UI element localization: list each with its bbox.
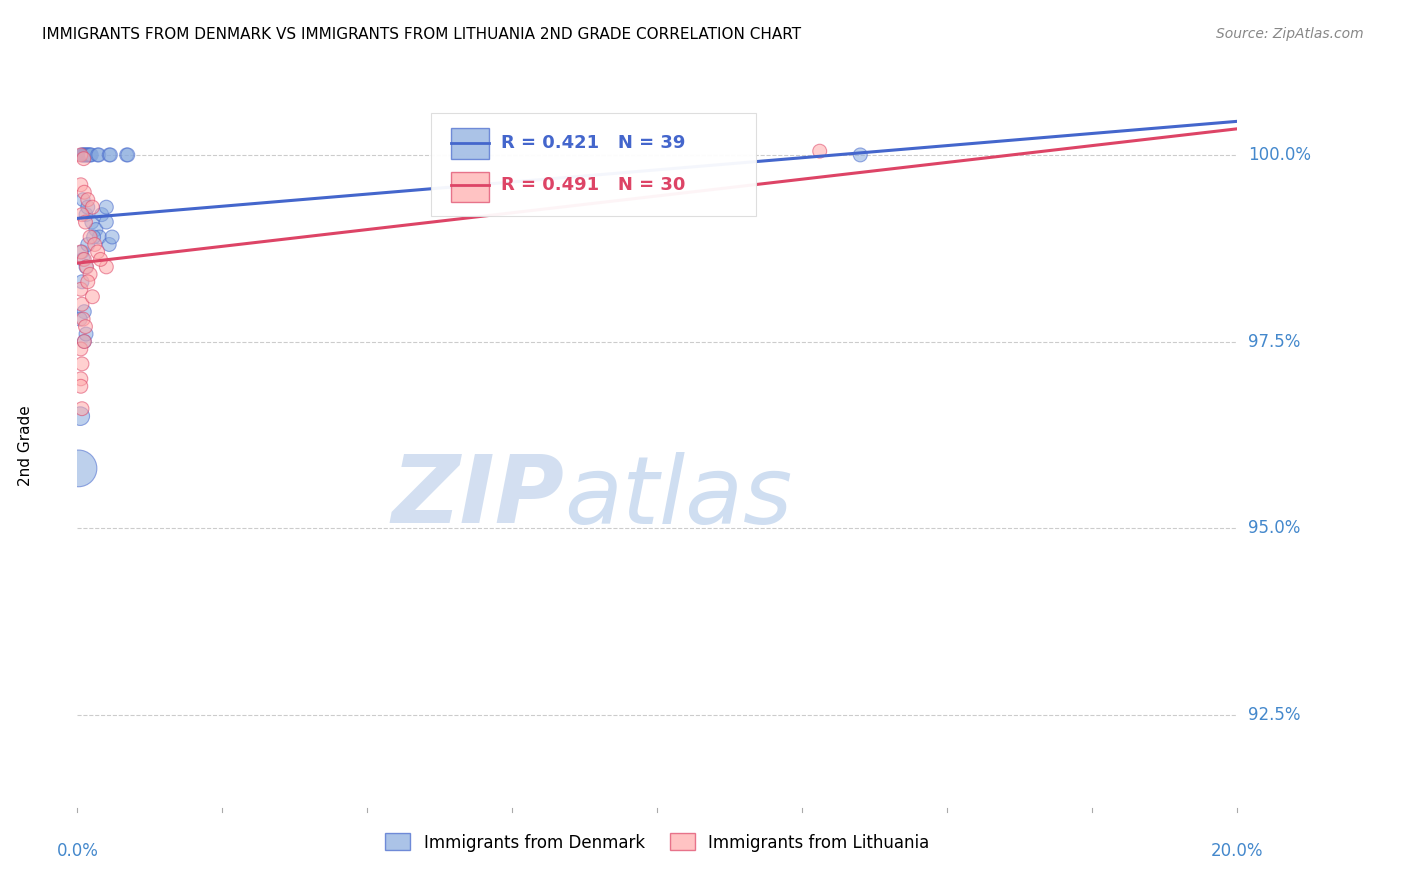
Point xyxy=(76,260,98,274)
Legend: Immigrants from Denmark, Immigrants from Lithuania: Immigrants from Denmark, Immigrants from… xyxy=(378,827,936,858)
Point xyxy=(115,148,138,162)
Point xyxy=(70,148,93,162)
Point xyxy=(70,208,93,222)
Point xyxy=(73,152,96,166)
Point xyxy=(75,208,97,222)
Point xyxy=(70,275,93,289)
FancyBboxPatch shape xyxy=(432,113,756,216)
Point xyxy=(80,215,103,229)
Point xyxy=(69,409,91,424)
Point xyxy=(76,193,98,207)
Point xyxy=(73,186,96,200)
Text: 20.0%: 20.0% xyxy=(1211,842,1264,860)
Text: 95.0%: 95.0% xyxy=(1249,519,1301,537)
Point xyxy=(86,148,108,162)
Point xyxy=(75,326,97,341)
Point xyxy=(73,148,96,162)
Text: 92.5%: 92.5% xyxy=(1249,706,1301,723)
Point xyxy=(79,230,101,244)
Point xyxy=(73,252,96,267)
Point xyxy=(98,237,121,252)
Point xyxy=(86,244,108,259)
Point xyxy=(84,222,107,236)
FancyBboxPatch shape xyxy=(451,128,489,159)
Point xyxy=(849,148,872,162)
Point xyxy=(72,312,94,326)
Point xyxy=(73,304,96,318)
Text: atlas: atlas xyxy=(565,451,793,542)
Point xyxy=(69,372,91,386)
Point xyxy=(76,275,98,289)
Point xyxy=(90,208,112,222)
Point xyxy=(87,148,110,162)
Text: 97.5%: 97.5% xyxy=(1249,333,1301,351)
Point xyxy=(96,260,118,274)
Point xyxy=(117,148,139,162)
Point xyxy=(72,193,94,207)
Text: R = 0.491   N = 30: R = 0.491 N = 30 xyxy=(501,177,685,194)
Text: 0.0%: 0.0% xyxy=(56,842,98,860)
Point xyxy=(76,148,98,162)
Point xyxy=(73,334,96,349)
Point xyxy=(69,379,91,393)
Point xyxy=(69,244,91,259)
Point xyxy=(73,334,96,349)
Point xyxy=(72,252,94,267)
Point xyxy=(69,178,91,192)
Point xyxy=(69,148,91,162)
Text: 100.0%: 100.0% xyxy=(1249,146,1312,164)
Point xyxy=(76,148,98,162)
Point xyxy=(70,297,93,311)
Point xyxy=(96,200,118,214)
Point xyxy=(69,342,91,356)
Point xyxy=(70,401,93,416)
Point xyxy=(82,200,104,214)
Point xyxy=(90,252,111,267)
Point xyxy=(67,461,90,475)
Point xyxy=(70,357,93,371)
FancyBboxPatch shape xyxy=(451,172,489,202)
Point xyxy=(808,144,831,158)
Point xyxy=(69,312,91,326)
Text: R = 0.421   N = 39: R = 0.421 N = 39 xyxy=(501,135,685,153)
Point xyxy=(98,148,121,162)
Point xyxy=(72,148,94,162)
Text: ZIP: ZIP xyxy=(392,451,565,543)
Point xyxy=(75,260,97,274)
Point xyxy=(75,215,97,229)
Point xyxy=(96,215,118,229)
Point xyxy=(75,148,97,162)
Text: 2nd Grade: 2nd Grade xyxy=(18,406,32,486)
Point xyxy=(70,244,93,259)
Text: Source: ZipAtlas.com: Source: ZipAtlas.com xyxy=(1216,27,1364,41)
Point xyxy=(75,319,97,334)
Point xyxy=(83,230,105,244)
Point xyxy=(101,230,124,244)
Point xyxy=(89,230,111,244)
Point xyxy=(82,290,104,304)
Point xyxy=(83,237,105,252)
Point xyxy=(76,237,98,252)
Point xyxy=(69,282,91,296)
Point xyxy=(76,200,98,214)
Point xyxy=(79,268,101,282)
Point xyxy=(77,148,100,162)
Point xyxy=(80,148,103,162)
Text: IMMIGRANTS FROM DENMARK VS IMMIGRANTS FROM LITHUANIA 2ND GRADE CORRELATION CHART: IMMIGRANTS FROM DENMARK VS IMMIGRANTS FR… xyxy=(42,27,801,42)
Point xyxy=(100,148,122,162)
Point xyxy=(79,148,101,162)
